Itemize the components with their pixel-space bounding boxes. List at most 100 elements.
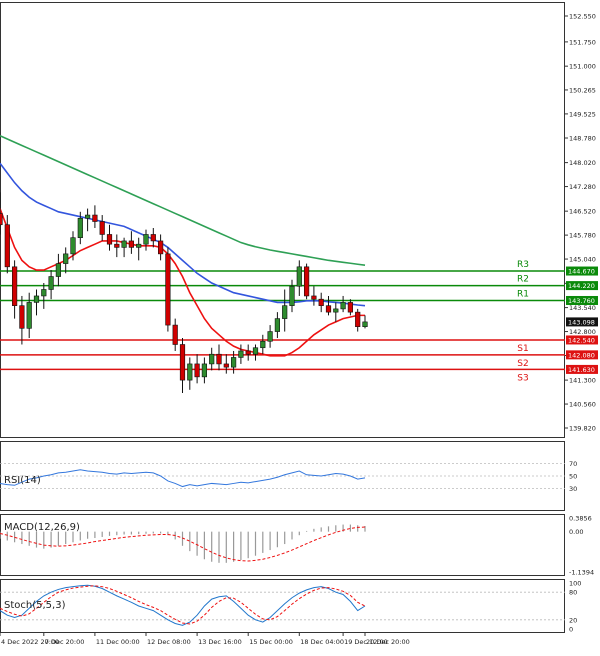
candle-body	[136, 243, 142, 248]
macd-pane-frame	[0, 514, 565, 576]
candle-body	[238, 350, 244, 358]
candle-body	[282, 305, 288, 319]
candle-body	[128, 240, 135, 248]
candle-body	[333, 308, 339, 313]
candle-body	[187, 363, 193, 381]
candle-body	[347, 302, 354, 313]
candle-body	[92, 214, 98, 222]
price-tick-label: 140.560	[569, 401, 596, 409]
macd-signal-line	[0, 526, 366, 562]
rsi-line	[0, 469, 366, 488]
level-value-label: 143.760	[568, 297, 595, 305]
time-tick-label: 7 Dec 20:00	[45, 638, 85, 646]
candle-body	[362, 321, 368, 327]
candle-body	[99, 221, 105, 235]
candle-body	[63, 253, 69, 264]
level-value-badge	[566, 364, 598, 374]
time-tick-label: 15 Dec 00:00	[249, 638, 293, 646]
candle-body	[209, 353, 215, 365]
time-tick-label: 19 Dec 12:00	[344, 638, 388, 646]
level-value-label: 142.540	[568, 336, 595, 344]
price-tick-label: 151.750	[569, 38, 596, 46]
candle-body	[289, 285, 295, 306]
level-name-s3: S3	[517, 373, 528, 383]
candle-body	[296, 266, 302, 287]
candle-body	[19, 305, 25, 329]
candle-body	[267, 331, 273, 342]
candle-body	[201, 363, 208, 378]
stoch-pane-frame	[0, 579, 565, 633]
stoch-tick-label: 80	[569, 589, 577, 597]
candle-body	[41, 289, 47, 297]
time-tick-label: 4 Dec 2022 20:00	[1, 638, 59, 646]
price-tick-label: 150.265	[569, 86, 596, 94]
time-tick-label: 18 Dec 04:00	[300, 638, 344, 646]
candle-body	[55, 263, 61, 277]
stoch-label: Stoch(5,5,3)	[4, 600, 66, 611]
level-value-badge	[566, 266, 598, 276]
price-tick-label: 145.040	[569, 256, 596, 264]
stoch-tick-label: 0	[569, 626, 573, 634]
price-tick-label: 142.800	[569, 328, 596, 336]
candle-body	[12, 266, 18, 306]
level-name-r3: R3	[517, 260, 529, 270]
time-tick-label: 13 Dec 16:00	[198, 638, 242, 646]
candle-body	[121, 240, 127, 248]
macd-label: MACD(12,26,9)	[4, 522, 80, 533]
stoch-tick-label: 20	[569, 616, 577, 624]
level-value-label: 142.080	[568, 351, 595, 359]
current-price-badge	[566, 317, 598, 327]
candle-body	[114, 243, 120, 248]
candle-body	[77, 217, 83, 238]
price-tick-label: 139.820	[569, 425, 596, 433]
level-value-label: 144.220	[568, 282, 595, 290]
price-tick-label: 146.520	[569, 208, 596, 216]
candle-body	[70, 237, 76, 255]
level-value-label: 144.670	[568, 268, 595, 276]
stoch-tick-label: 100	[569, 580, 581, 588]
candle-body	[172, 324, 178, 345]
level-name-s2: S2	[517, 359, 528, 369]
price-tick-label: 145.780	[569, 232, 596, 240]
candle-body	[260, 340, 266, 349]
candle-body	[245, 350, 251, 355]
rsi-tick-label: 30	[569, 485, 577, 493]
time-tick-label: 11 Dec 00:00	[96, 638, 140, 646]
rsi-tick-label: 70	[569, 460, 577, 468]
level-name-s1: S1	[517, 344, 528, 354]
candle-body	[33, 295, 40, 303]
rsi-label: RSI(14)	[4, 475, 41, 486]
price-tick-label: 151.000	[569, 63, 596, 71]
candle-body	[355, 311, 361, 327]
candle-body	[150, 234, 156, 242]
stoch-d-line	[0, 585, 366, 625]
price-tick-label: 152.550	[569, 13, 596, 21]
candle-body	[194, 363, 200, 378]
candle-body	[325, 305, 332, 313]
level-value-badge	[566, 281, 598, 291]
price-tick-label: 148.020	[569, 159, 596, 167]
macd-tick-label: 0.3856	[569, 515, 592, 523]
candle-body	[216, 353, 222, 365]
price-tick-label: 143.540	[569, 304, 596, 312]
candle-body	[106, 234, 113, 245]
candle-body	[48, 276, 54, 290]
price-tick-label: 147.280	[569, 183, 596, 191]
level-value-badge	[566, 335, 598, 345]
stoch-k-line	[0, 584, 366, 626]
candle-body	[4, 224, 10, 268]
ma-green-line	[0, 135, 366, 266]
price-tick-label: 141.300	[569, 377, 596, 385]
level-value-badge	[566, 295, 598, 305]
candle-body	[303, 266, 310, 297]
candle-body	[318, 298, 324, 306]
candle-body	[85, 214, 91, 219]
candle-body	[274, 318, 281, 332]
candle-body	[165, 253, 171, 326]
level-value-label: 141.630	[568, 366, 595, 374]
candle-body	[311, 295, 317, 300]
time-tick-label: 12 Dec 08:00	[147, 638, 191, 646]
price-tick-label: 149.525	[569, 110, 596, 118]
